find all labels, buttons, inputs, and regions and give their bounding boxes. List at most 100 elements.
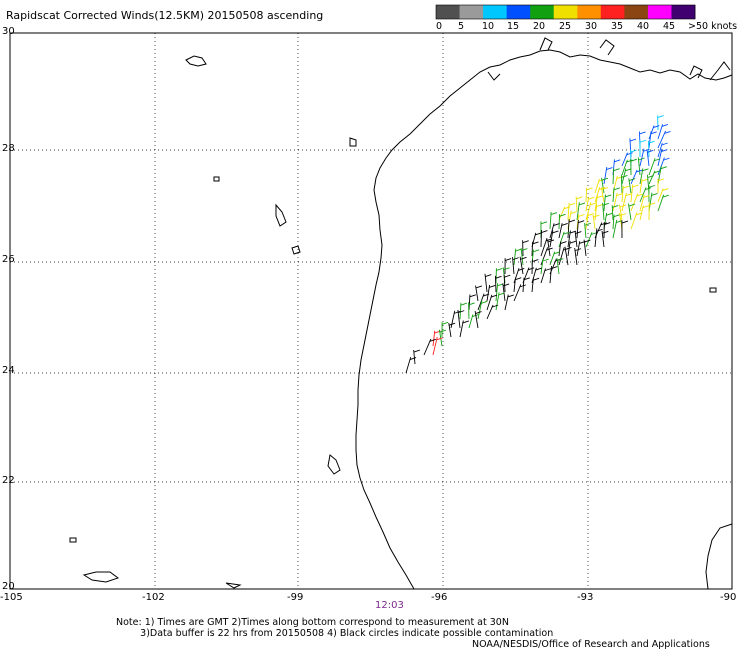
wind-barb bbox=[648, 158, 656, 176]
wind-barb-flag bbox=[458, 310, 465, 314]
wind-barb bbox=[628, 203, 632, 221]
wind-barb bbox=[612, 219, 618, 239]
map-title: Rapidscat Corrected Winds(12.5KM) 201505… bbox=[6, 9, 324, 22]
colorbar-label: 5 bbox=[458, 21, 465, 32]
wind-barb bbox=[549, 223, 555, 239]
wind-barb bbox=[585, 197, 590, 212]
wind-barb-flag bbox=[495, 275, 502, 279]
wind-barb-flag bbox=[584, 222, 591, 226]
colorbar-swatch bbox=[436, 5, 460, 19]
wind-barb-flag bbox=[507, 294, 514, 298]
wind-barb bbox=[657, 130, 666, 149]
wind-barb-flag bbox=[619, 213, 627, 217]
wind-barb-flag bbox=[521, 248, 528, 251]
colorbar-label: 20 bbox=[533, 21, 546, 32]
wind-barb-flag bbox=[503, 267, 510, 271]
wind-barb bbox=[459, 320, 464, 338]
colorbar-label: 15 bbox=[507, 21, 520, 32]
wind-barb-flag bbox=[660, 166, 668, 170]
wind-barb bbox=[619, 204, 623, 221]
wind-barb bbox=[611, 205, 614, 221]
wind-barb-flag bbox=[522, 240, 529, 244]
wind-barb-flag bbox=[616, 193, 623, 197]
wind-barb bbox=[549, 265, 552, 284]
wind-barb-flag bbox=[498, 292, 505, 296]
wind-barb-flag bbox=[628, 203, 635, 207]
island-9 bbox=[709, 287, 717, 293]
lat-label: 20 bbox=[2, 581, 15, 592]
wind-barb-flag bbox=[574, 248, 582, 252]
colorbar-swatch bbox=[506, 5, 531, 19]
wind-barb-flag bbox=[626, 159, 633, 163]
wind-barb-flag bbox=[587, 213, 595, 216]
wind-barb-flag bbox=[639, 139, 647, 143]
wind-barb bbox=[531, 267, 537, 284]
wind-barb-flag bbox=[613, 168, 620, 172]
wind-barb-flag bbox=[569, 240, 577, 244]
wind-barb-flag bbox=[647, 149, 654, 153]
island-6 bbox=[225, 582, 242, 589]
lon-label: -93 bbox=[577, 592, 594, 603]
wind-barb-flag bbox=[650, 131, 657, 135]
wind-barb bbox=[474, 310, 479, 329]
wind-barb-flag bbox=[657, 178, 665, 182]
wind-barb-flag bbox=[490, 294, 498, 298]
wind-barb bbox=[513, 248, 517, 266]
colorbar-label: 40 bbox=[637, 21, 650, 32]
wind-barb-flag bbox=[542, 258, 549, 262]
wind-barb bbox=[576, 241, 581, 257]
wind-barb bbox=[468, 294, 471, 311]
lat-label: 30 bbox=[2, 26, 15, 37]
wind-barb-flag bbox=[643, 148, 650, 152]
wind-barb bbox=[558, 247, 565, 266]
wind-barb-flag bbox=[600, 222, 607, 226]
wind-barb-flag bbox=[629, 138, 637, 142]
wind-barb bbox=[601, 177, 605, 194]
wind-barb bbox=[540, 237, 548, 257]
wind-barb-flag bbox=[578, 214, 585, 217]
wind-barb-flag bbox=[576, 196, 583, 200]
wind-barb bbox=[519, 256, 524, 275]
wind-barb-flag bbox=[512, 257, 519, 261]
wind-barb-flag bbox=[540, 221, 548, 225]
yucatan-coast bbox=[705, 523, 733, 590]
wind-barb-flag bbox=[612, 204, 619, 208]
wind-barb bbox=[558, 223, 563, 239]
wind-barb-flag bbox=[520, 256, 527, 260]
wind-barb bbox=[585, 232, 593, 248]
wind-barb-flag bbox=[532, 241, 539, 245]
credit: NOAA/NESDIS/Office of Research and Appli… bbox=[472, 639, 710, 650]
wind-barb-flag bbox=[439, 329, 446, 333]
wind-barb-flag bbox=[625, 193, 632, 197]
island-4 bbox=[82, 571, 120, 583]
lon-label: -90 bbox=[720, 592, 737, 603]
wind-barb bbox=[531, 241, 534, 257]
wind-barb-flag bbox=[589, 202, 597, 206]
wind-barb-flag bbox=[550, 212, 558, 216]
wind-barb-flag bbox=[504, 258, 512, 261]
map-frame bbox=[9, 32, 733, 590]
wind-barb bbox=[612, 214, 615, 230]
colorbar-border bbox=[435, 4, 696, 20]
wind-barb-flag bbox=[649, 202, 656, 206]
wind-barb-flag bbox=[632, 184, 639, 188]
wind-barb bbox=[648, 125, 655, 140]
island-2 bbox=[275, 203, 287, 227]
wind-barb bbox=[639, 187, 647, 203]
colorbar-swatch bbox=[600, 5, 625, 19]
wind-barb bbox=[630, 169, 638, 185]
wind-barb bbox=[637, 157, 641, 176]
wind-barb-flag bbox=[472, 314, 479, 317]
wind-barb-flag bbox=[663, 157, 670, 161]
wind-barb bbox=[603, 194, 606, 212]
wind-barb bbox=[657, 142, 663, 158]
wind-barb-flag bbox=[563, 231, 570, 235]
wind-barb bbox=[477, 293, 485, 311]
wind-barb-flag bbox=[586, 187, 593, 191]
island-7 bbox=[327, 454, 341, 475]
island-1 bbox=[185, 55, 207, 67]
wind-barb bbox=[612, 192, 618, 212]
wind-barb-flag bbox=[533, 277, 540, 281]
wind-barb bbox=[438, 329, 443, 347]
wind-barb-flag bbox=[606, 167, 613, 171]
